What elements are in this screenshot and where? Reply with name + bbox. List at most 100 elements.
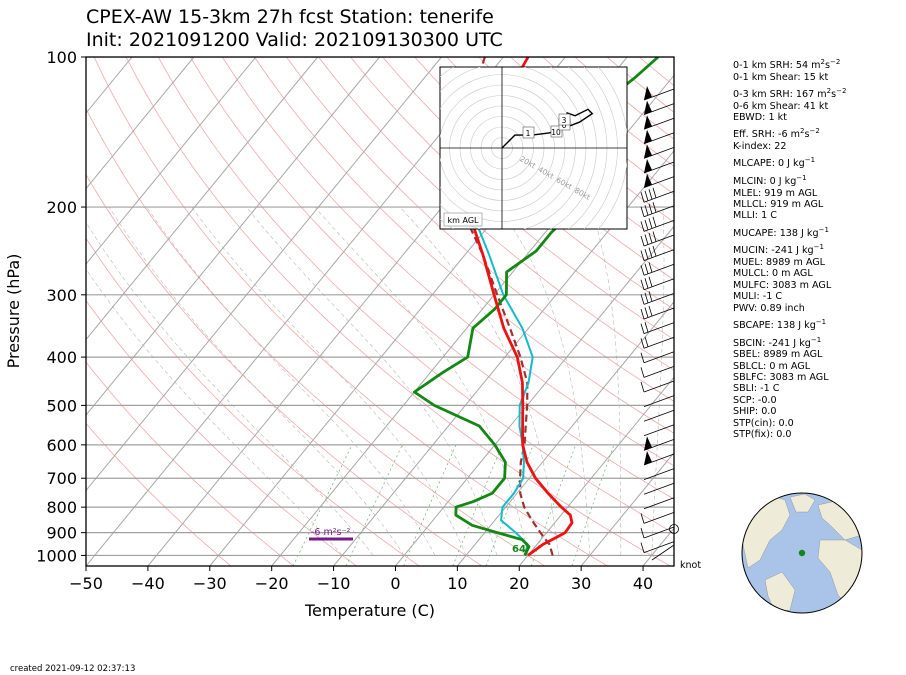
param-exponent: −1: [813, 243, 824, 252]
y-tick-label: 400: [46, 348, 77, 367]
barb-staff: [643, 512, 675, 524]
barb-flag: [644, 129, 652, 144]
x-tick-label: 20: [509, 574, 529, 593]
barb-feather: [644, 248, 649, 260]
barb-flag: [644, 159, 652, 173]
barb-staff: [643, 147, 675, 159]
barb-staff: [643, 249, 675, 261]
param-row: MLCAPE: 0 J kg−1: [733, 155, 903, 170]
y-tick-label: 100: [46, 48, 77, 67]
param-row: STP(fix): 0.0: [733, 429, 903, 440]
mixing-ratio-line: [403, 444, 457, 566]
chart-title-line-1: CPEX-AW 15-3km 27h fcst Station: tenerif…: [86, 6, 494, 28]
x-tick-label: 10: [447, 574, 467, 593]
globe-outline: [741, 492, 863, 614]
srh-label: -6 m²s⁻²: [311, 527, 351, 538]
barb-feather: [648, 305, 653, 317]
dry-adiabat: [93, 57, 608, 566]
y-tick-label: 700: [46, 469, 77, 488]
wind-barb: [640, 291, 675, 305]
moist-adiabat: [108, 206, 405, 556]
moist-adiabat: [498, 206, 591, 556]
axes: -6 m²s⁻² 64 −50 −40 −30 −20 −10 0 10 20 30 40 100 200…: [4, 48, 675, 620]
x-axis-label: Temperature (C): [304, 601, 435, 620]
y-axis-label: Pressure (hPa): [4, 254, 23, 369]
param-text: SBCAPE: 138 J kg: [733, 320, 816, 332]
barb-feather: [644, 321, 649, 333]
mixing-ratio-line: [292, 444, 353, 566]
wind-barb: [643, 100, 675, 115]
wind-barb: [640, 187, 675, 203]
barb-feather: [652, 187, 657, 198]
dry-adiabat: [286, 57, 674, 402]
param-unit: s: [831, 89, 837, 101]
barb-staff: [643, 88, 675, 101]
globe-landmass: [764, 571, 796, 613]
chart-title-line-2: Init: 2021091200 Valid: 202109130300 UTC: [86, 29, 503, 51]
hodograph-height-box: [558, 113, 571, 126]
barb-feather: [644, 307, 649, 318]
param-row: MLCIN: 0 J kg−1: [733, 173, 903, 188]
barb-feather: [640, 206, 645, 217]
barb-flag: [644, 86, 652, 100]
isotherm: [518, 376, 674, 566]
param-unit: s: [804, 129, 810, 141]
param-text: K-index: 22: [733, 141, 787, 152]
param-row: SHIP: 0.0: [733, 406, 903, 417]
x-tick-label: −20: [255, 574, 289, 593]
barb-flag: [644, 173, 652, 188]
barb-feather: [648, 218, 653, 229]
param-row: SBEL: 8989 m AGL: [733, 349, 903, 360]
barb-staff: [643, 380, 675, 393]
wind-barb: [640, 305, 675, 320]
param-text: MUCIN: -241 J kg: [733, 245, 814, 257]
station-marker: [798, 549, 806, 557]
barb-staff: [643, 103, 675, 115]
barb-feather: [640, 352, 645, 363]
param-text: MLCAPE: 0 J kg: [733, 158, 805, 170]
barb-staff: [643, 497, 675, 510]
barb-feather: [648, 203, 653, 214]
hodograph-height-box: [550, 125, 563, 138]
x-tick-label: −50: [69, 574, 103, 593]
barb-feather: [640, 323, 645, 334]
param-text: SBLFC: 3083 m AGL: [733, 372, 829, 384]
barb-staff: [643, 453, 675, 466]
y-tick-label: 300: [46, 286, 77, 305]
hodograph-units-box: [443, 212, 483, 227]
barb-feather: [644, 292, 649, 304]
barb-staff: [643, 117, 675, 130]
param-row: SBCAPE: 138 J kg−1: [733, 317, 903, 332]
x-tick-label: −40: [131, 574, 165, 593]
param-text: MUCAPE: 138 J kg: [733, 228, 819, 239]
dry-adiabat: [254, 57, 674, 434]
param-text: PWV: 0.89 inch: [733, 302, 805, 314]
param-row: 0-1 km Shear: 15 kt: [733, 72, 903, 83]
param-row: MLLI: 1 C: [733, 210, 903, 221]
surface-dewpoint-label: 64: [512, 544, 526, 555]
barb-feather: [640, 367, 645, 378]
dry-adiabat: [189, 57, 674, 500]
barb-flag: [644, 100, 652, 115]
moist-adiabat: [651, 206, 665, 556]
dry-adiabat: [382, 57, 674, 310]
dry-adiabat: [318, 57, 674, 371]
barb-staff: [643, 439, 675, 451]
param-text: MULI: -1 C: [733, 291, 783, 303]
param-text: EBWD: 1 kt: [733, 112, 787, 123]
wind-barb: [640, 202, 675, 218]
dry-adiabat: [86, 422, 232, 566]
wind-barb: [643, 129, 675, 145]
y-tick-label: 200: [46, 198, 77, 217]
wind-barb: [643, 159, 675, 174]
barb-feather: [644, 278, 649, 289]
barb-staff: [643, 351, 675, 364]
barb-feather: [644, 336, 649, 347]
moist-adiabat: [86, 221, 374, 556]
y-tick-label: 900: [46, 524, 77, 543]
barb-staff: [643, 220, 675, 232]
param-text: SBCIN: -241 J kg: [733, 337, 811, 349]
param-exponent: 2: [799, 127, 805, 136]
